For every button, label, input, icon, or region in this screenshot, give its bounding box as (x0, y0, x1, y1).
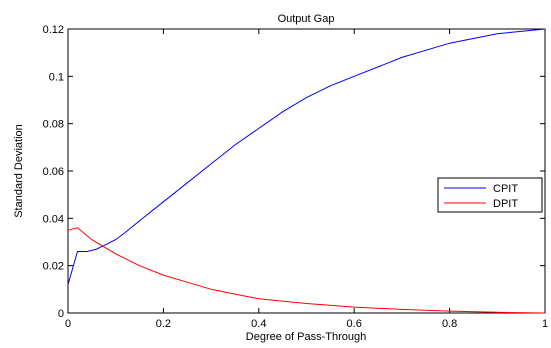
series-line-cpit (67, 28, 546, 285)
chart-title: Output Gap (278, 13, 335, 25)
y-tick-label: 0.02 (43, 261, 64, 273)
ticks: 0 0.2 0.4 0.6 0.8 1 0 0.02 0.04 0.06 0.08 0.1 0.12 (43, 24, 548, 330)
y-axis-label: Standard Deviation (13, 124, 25, 218)
series-line-dpit (67, 227, 546, 314)
y-tick-label: 0 (58, 308, 64, 320)
x-tick-label: 0 (65, 318, 71, 330)
x-tick-label: 0.6 (347, 318, 362, 330)
x-tick-label: 0.2 (156, 318, 171, 330)
legend: CPIT DPIT (437, 177, 543, 213)
legend-label-cpit: CPIT (493, 183, 518, 195)
x-tick-label: 0.8 (442, 318, 457, 330)
y-tick-label: 0.04 (43, 213, 64, 225)
x-tick-label: 1 (542, 318, 548, 330)
y-tick-label: 0.06 (43, 166, 64, 178)
x-axis-label: Degree of Pass-Through (246, 331, 366, 343)
y-tick-label: 0.1 (49, 71, 64, 83)
y-tick-label: 0.08 (43, 119, 64, 131)
legend-label-dpit: DPIT (493, 198, 518, 210)
legend-box (437, 177, 543, 213)
x-tick-label: 0.4 (251, 318, 266, 330)
plot-frame (67, 28, 546, 314)
series-layer (67, 28, 546, 314)
y-tick-label: 0.12 (43, 24, 64, 36)
